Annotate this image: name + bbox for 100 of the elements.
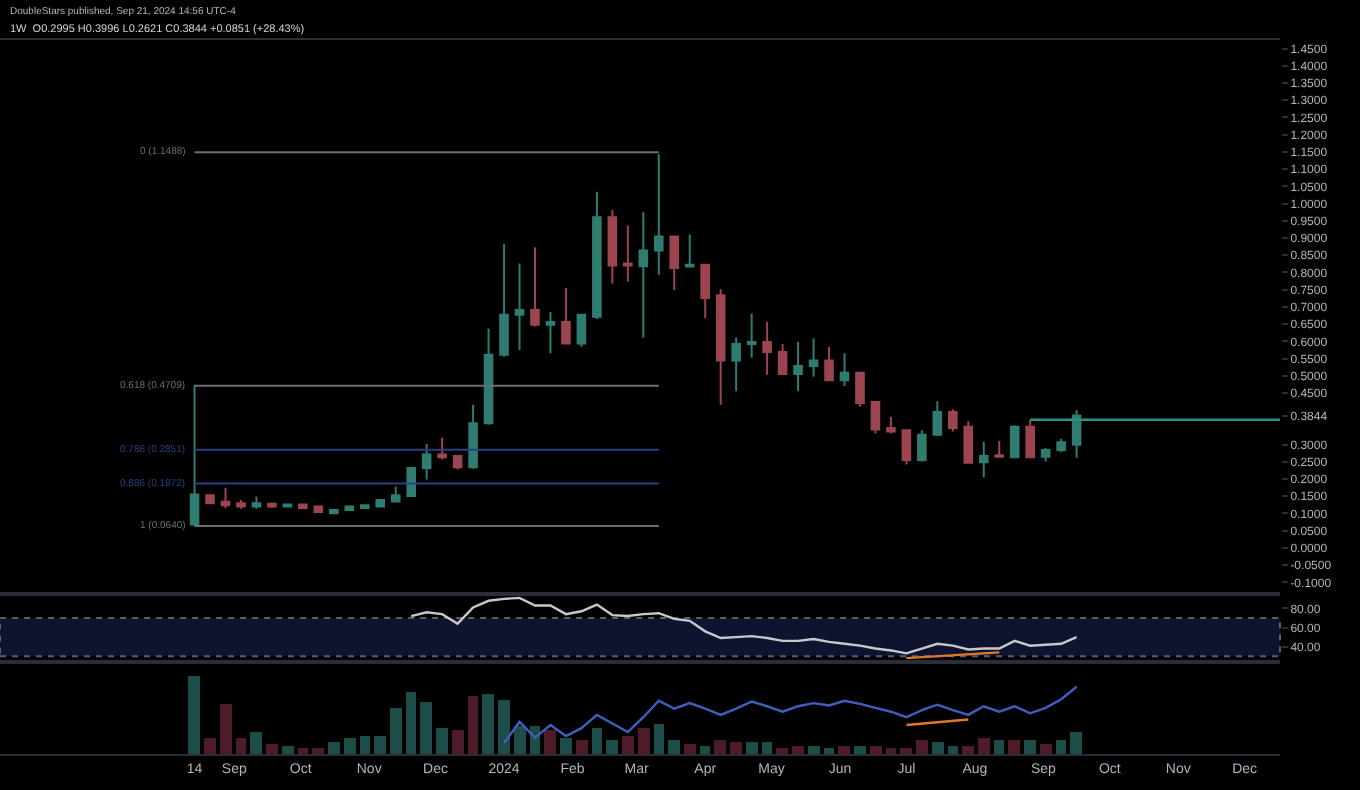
bar bbox=[700, 746, 710, 754]
bar bbox=[406, 692, 416, 754]
bar bbox=[592, 728, 602, 754]
bar bbox=[204, 738, 216, 754]
bar bbox=[870, 746, 882, 754]
bar bbox=[886, 748, 896, 754]
bar bbox=[1008, 740, 1020, 754]
candlestick bbox=[189, 383, 200, 527]
candlestick bbox=[499, 243, 509, 358]
bar bbox=[900, 748, 912, 754]
bar bbox=[776, 748, 788, 754]
candlestick bbox=[808, 337, 819, 378]
candlestick bbox=[390, 485, 401, 504]
bar bbox=[978, 738, 990, 754]
candlestick bbox=[793, 341, 803, 393]
candlestick bbox=[437, 436, 447, 461]
candlestick bbox=[777, 343, 788, 376]
candlestick bbox=[530, 246, 540, 328]
candlestick bbox=[963, 420, 974, 464]
candlestick bbox=[592, 190, 602, 320]
bar bbox=[312, 748, 324, 754]
bar bbox=[250, 732, 262, 754]
bar bbox=[298, 748, 308, 754]
bar bbox=[544, 730, 556, 754]
bar bbox=[838, 746, 850, 754]
bar bbox=[606, 740, 618, 754]
candlestick bbox=[220, 486, 231, 509]
bar bbox=[514, 726, 526, 754]
bar bbox=[684, 744, 696, 754]
bar bbox=[560, 738, 572, 754]
candlestick bbox=[746, 312, 757, 359]
candlestick bbox=[731, 336, 741, 393]
candlestick bbox=[638, 211, 649, 339]
bar bbox=[622, 736, 634, 754]
candlestick bbox=[483, 327, 494, 426]
candlestick bbox=[886, 415, 896, 435]
candlestick bbox=[855, 371, 865, 408]
candlestick bbox=[545, 311, 556, 355]
candlestick bbox=[421, 442, 432, 481]
bar bbox=[932, 742, 944, 754]
bar bbox=[236, 738, 246, 754]
bar bbox=[1040, 744, 1052, 754]
candlestick bbox=[978, 440, 989, 479]
candlestick bbox=[576, 313, 587, 348]
bar bbox=[498, 700, 510, 754]
bar bbox=[468, 696, 478, 754]
candlestick bbox=[654, 153, 664, 276]
bar bbox=[730, 742, 742, 754]
candlestick bbox=[994, 439, 1005, 459]
candlestick bbox=[1025, 418, 1035, 459]
bar bbox=[452, 730, 464, 754]
bar bbox=[328, 742, 340, 754]
bar bbox=[792, 746, 804, 754]
candlestick bbox=[406, 465, 416, 498]
bar bbox=[436, 728, 448, 754]
bar bbox=[374, 736, 386, 754]
candlestick bbox=[762, 321, 772, 376]
candlestick bbox=[684, 233, 695, 268]
candlestick bbox=[700, 263, 710, 319]
bar bbox=[762, 742, 772, 754]
bar bbox=[994, 740, 1004, 754]
candlestick bbox=[870, 400, 881, 435]
line-series bbox=[410, 596, 1078, 655]
bar bbox=[266, 744, 278, 754]
candlestick bbox=[329, 508, 339, 515]
candlestick bbox=[251, 495, 262, 510]
bar bbox=[576, 740, 588, 754]
candlestick bbox=[901, 429, 912, 466]
candlestick bbox=[359, 503, 370, 510]
bar bbox=[948, 746, 958, 754]
candlestick bbox=[715, 288, 726, 406]
candlestick bbox=[236, 499, 246, 510]
candlestick bbox=[824, 345, 834, 382]
candlestick bbox=[375, 498, 386, 509]
bar bbox=[1024, 740, 1036, 754]
bar bbox=[282, 746, 294, 754]
candlestick bbox=[932, 400, 943, 437]
candlestick bbox=[917, 429, 927, 463]
bar bbox=[668, 740, 680, 754]
candlestick bbox=[1009, 424, 1020, 459]
candlestick bbox=[607, 209, 618, 285]
candlestick bbox=[1071, 409, 1082, 459]
bar bbox=[220, 704, 232, 754]
bar bbox=[808, 746, 820, 754]
bar bbox=[188, 676, 200, 754]
candlestick bbox=[205, 493, 215, 505]
bar bbox=[824, 748, 834, 754]
bar bbox=[916, 740, 928, 754]
candlestick bbox=[669, 235, 680, 291]
bar bbox=[962, 746, 974, 754]
candlestick bbox=[514, 262, 525, 351]
bar bbox=[344, 738, 356, 754]
candlestick bbox=[623, 224, 633, 283]
bar bbox=[654, 724, 664, 754]
bar bbox=[638, 728, 650, 754]
candlestick bbox=[267, 501, 277, 509]
bar bbox=[714, 740, 726, 754]
candlestick bbox=[468, 403, 478, 470]
bar bbox=[360, 736, 370, 754]
bar bbox=[746, 742, 758, 754]
